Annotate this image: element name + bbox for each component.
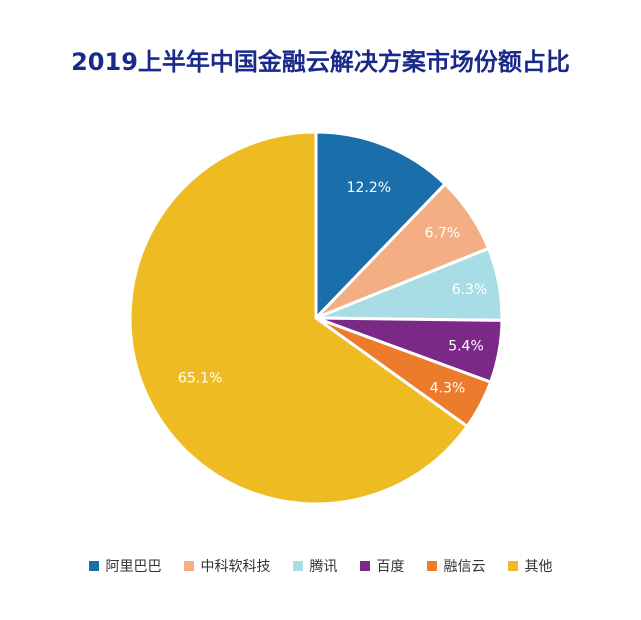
pie-labels: 12.2% 6.7% 6.3% 5.4% 4.3% 65.1% [178,180,487,397]
pie-label-2: 6.7% [425,226,461,242]
legend-item-5: 融信云 [426,556,486,576]
pie-label-4: 5.4% [448,339,484,355]
legend-item-6: 其他 [507,556,553,576]
pie-label-5: 4.3% [430,381,466,397]
legend-item-3: 腾讯 [292,556,338,576]
legend-swatch-5 [426,561,437,571]
legend-item-1: 阿里巴巴 [88,556,162,576]
legend-item-2: 中科软科技 [183,556,271,576]
legend-label-5: 融信云 [443,559,486,575]
pie-label-1: 12.2% [347,180,391,196]
pie-slice-6 [128,130,470,506]
legend-swatch-1 [88,561,99,571]
pie-label-3: 6.3% [452,282,488,298]
pie-label-6: 65.1% [178,370,222,386]
legend-label-1: 阿里巴巴 [105,559,162,575]
pie-slice-1 [314,130,448,322]
legend-swatch-2 [183,561,194,571]
chart-title: 2019上半年中国金融云解决方案市场份额占比 [71,48,570,76]
legend-swatch-3 [292,561,303,571]
legend-swatch-4 [359,561,370,571]
chart-legend: 阿里巴巴 中科软科技 腾讯 百度 融信云 其他 [0,556,641,576]
legend-label-4: 百度 [376,559,405,575]
legend-label-6: 其他 [524,559,553,575]
legend-item-4: 百度 [359,556,405,576]
legend-swatch-6 [507,561,518,571]
legend-label-2: 中科软科技 [200,559,271,575]
pie-slices [128,130,504,506]
legend-label-3: 腾讯 [309,559,338,575]
